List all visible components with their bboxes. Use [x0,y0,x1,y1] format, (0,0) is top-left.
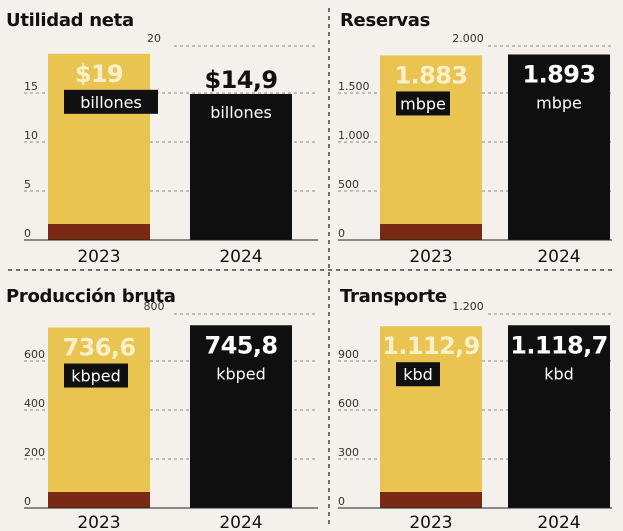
y-tick-label: 500 [338,178,359,191]
chart-title: Reservas [340,10,430,31]
unit-label: kbped [71,367,121,386]
bar-2023 [380,326,482,508]
unit-label-box [396,362,440,387]
unit-label: billones [80,93,142,112]
bar-2024 [190,325,292,508]
unit-label: kbped [216,364,266,383]
y-tick-label: 0 [24,495,31,508]
y-tick-label: 400 [24,397,45,410]
unit-label: kbd [403,365,433,384]
y-tick-label: 0 [338,495,345,508]
y-tick-label: 600 [24,348,45,361]
y-tick-label: 900 [338,348,359,361]
chart-panel-4: Transporte 0 300 600 900 1.200 2023 2024 1.112,9… [338,286,612,531]
unit-label-box [64,363,128,388]
x-category-label: 2023 [77,513,120,531]
bar-2023 [48,53,150,240]
unit-label: mbpe [536,93,582,112]
y-tick-label: 0 [338,227,345,240]
y-tick-label: 600 [338,397,359,410]
bar-2023 [48,327,150,508]
data-label: $19 [75,60,123,88]
x-category-label: 2023 [77,247,120,267]
data-label: 1.118,7 [510,331,608,359]
unit-label-box [396,91,450,116]
y-tick-label: 1.200 [452,300,484,313]
x-category-label: 2024 [537,247,580,267]
chart-title: Producción bruta [6,286,176,307]
bar-2023-base [380,224,482,240]
y-tick-label: 5 [24,178,31,191]
y-tick-label: 20 [147,32,161,45]
y-tick-label: 1.000 [338,129,370,142]
chart-panel-1: Utilidad neta 0 5 10 15 20 2023 2024 $19 billones… [6,10,318,267]
x-category-label: 2024 [219,247,262,267]
bar-2023-base [380,492,482,508]
bar-2023-base [48,224,150,240]
data-label: $14,9 [205,66,278,94]
data-label: 1.893 [523,60,596,88]
y-tick-label: 300 [338,446,359,459]
chart-panel-3: Producción bruta 0 200 400 600 800 2023 2024 736… [6,286,318,531]
data-label: 1.112,9 [382,332,480,360]
y-tick-label: 2.000 [452,32,484,45]
unit-label: mbpe [400,94,446,113]
y-tick-label: 0 [24,227,31,240]
unit-label-box [64,89,158,114]
bar-2024 [508,325,610,508]
data-label: 1.883 [395,61,468,89]
x-category-label: 2023 [409,513,452,531]
x-category-label: 2024 [537,513,580,531]
y-tick-label: 10 [24,129,38,142]
data-label: 745,8 [205,331,278,359]
x-category-label: 2023 [409,247,452,267]
chart-panel-2: Reservas 0 500 1.000 1.500 2.000 2023 2024 1.883… [338,10,612,267]
chart-title: Transporte [340,286,447,307]
y-tick-label: 1.500 [338,80,370,93]
chart-title: Utilidad neta [6,10,134,31]
bar-2023-base [48,492,150,508]
bar-2024 [190,93,292,240]
bar-2024 [508,54,610,241]
unit-label: billones [210,103,272,122]
unit-label: kbd [544,364,574,383]
y-tick-label: 200 [24,446,45,459]
data-label: 736,6 [63,334,136,362]
bar-2023 [380,55,482,240]
x-category-label: 2024 [219,513,262,531]
y-tick-label: 800 [144,300,165,313]
y-tick-label: 15 [24,80,38,93]
